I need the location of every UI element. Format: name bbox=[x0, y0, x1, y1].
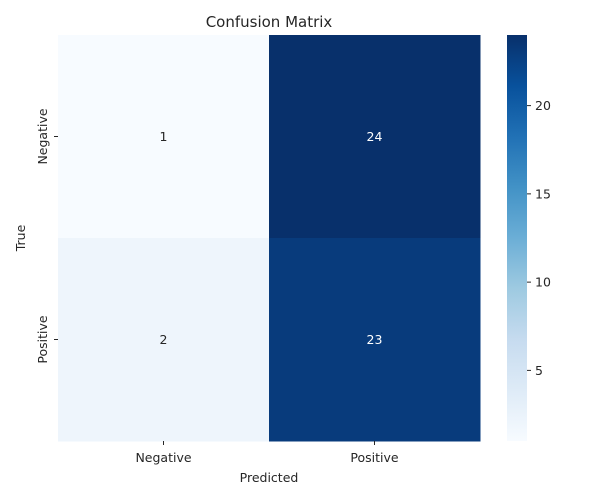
colorbar-tick-label: 20 bbox=[535, 98, 551, 113]
y-axis-ticks: Negative Positive bbox=[35, 108, 58, 364]
colorbar-ticks: 5 10 15 20 bbox=[527, 98, 551, 378]
colorbar-tick-label: 15 bbox=[535, 186, 551, 201]
heatmap-cell bbox=[269, 35, 481, 239]
x-axis-label: Predicted bbox=[240, 470, 299, 485]
x-tick-label: Negative bbox=[135, 450, 191, 465]
y-tick-label: Positive bbox=[35, 315, 50, 363]
colorbar bbox=[507, 35, 527, 441]
cell-annotations: 1 24 2 23 bbox=[160, 129, 383, 347]
y-tick-label: Negative bbox=[35, 108, 50, 164]
heatmap-cell bbox=[58, 35, 270, 239]
cell-annotation: 24 bbox=[367, 129, 383, 144]
x-axis-ticks: Negative Positive bbox=[135, 441, 399, 465]
x-tick-label: Positive bbox=[350, 450, 398, 465]
colorbar-tick-label: 5 bbox=[535, 363, 543, 378]
heatmap-cell bbox=[269, 238, 481, 442]
chart-title: Confusion Matrix bbox=[206, 13, 333, 31]
heatmap-cells bbox=[58, 35, 481, 442]
cell-annotation: 2 bbox=[160, 332, 168, 347]
cell-annotation: 23 bbox=[367, 332, 383, 347]
y-axis-label: True bbox=[13, 224, 28, 252]
cell-annotation: 1 bbox=[160, 129, 168, 144]
heatmap-cell bbox=[58, 238, 270, 442]
colorbar-tick-label: 10 bbox=[535, 275, 551, 290]
